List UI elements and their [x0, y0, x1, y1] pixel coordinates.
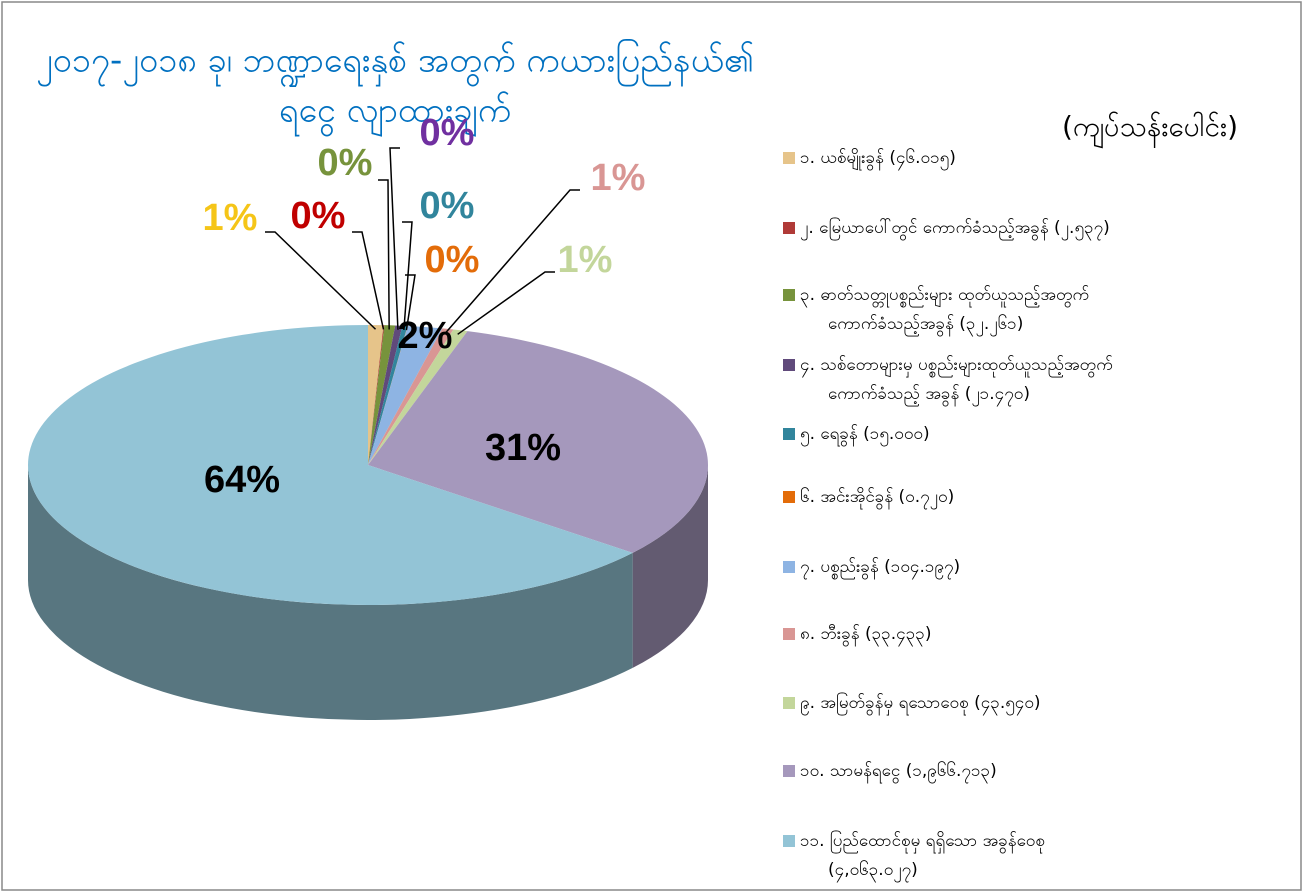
- data-label: 1%: [558, 239, 613, 281]
- slice: [368, 325, 408, 465]
- data-label: 1%: [203, 197, 258, 239]
- legend-swatch: [783, 289, 795, 301]
- slice: [368, 325, 443, 465]
- legend-swatch: [783, 835, 795, 847]
- legend-label: ၆. အင်းအိုင်ခွန် (၀.၇၂၀): [800, 486, 954, 510]
- legend-swatch: [783, 697, 795, 709]
- chart-title: ၂၀၁၇-၂၀၁၈ ခု၊ ဘဏ္ဍာရေးနှစ် အတွက် ကယားပြည…: [36, 41, 754, 87]
- data-label: 2%: [398, 315, 453, 357]
- slice: [368, 331, 709, 553]
- slice-side: [28, 465, 633, 721]
- legend-label: ၈. ဘီးခွန် (၃၃.၄၃၃): [800, 624, 931, 647]
- leader-line: [378, 179, 390, 330]
- data-label: 0%: [420, 112, 475, 154]
- data-label: 64%: [204, 459, 280, 501]
- legend-label: ၂. မြေယာပေါ်တွင် ကောက်ခံသည့်အခွန် (၂.၅၃၇…: [800, 216, 1110, 241]
- slice: [368, 329, 468, 465]
- legend-swatch: [783, 765, 795, 777]
- data-label: 0%: [291, 195, 346, 237]
- legend-swatch: [783, 152, 795, 164]
- legend-label: ၅. ရေခွန် (၁၅.၀၀၀): [800, 424, 930, 447]
- slice-side: [632, 465, 708, 668]
- slice: [368, 325, 396, 465]
- data-label: 0%: [425, 239, 480, 281]
- legend-label: ၉. အမြတ်ခွန်မှ ရသောဝေစု (၄၃.၅၄၀): [800, 691, 1041, 716]
- leader-line: [352, 231, 385, 330]
- slice: [28, 325, 633, 605]
- legend-label: (၄,၀၆၃.၀၂၇): [828, 859, 918, 883]
- legend-label: ၇. ပစ္စည်းခွန် (၁၀၄.၁၉၇): [800, 557, 960, 580]
- slice: [368, 325, 384, 465]
- chart-subtitle: (ကျပ်သန်းပေါင်း): [1062, 109, 1238, 149]
- legend-label: ၁၀. သာမန်ရငွေ (၁,၉၆၆.၇၁၃): [800, 760, 997, 784]
- data-label: 1%: [591, 157, 646, 199]
- legend-label: ကောက်ခံသည့်အခွန် (၃၂.၂၆၁): [828, 313, 1023, 337]
- legend-label: ၃. ဓာတ်သတ္တုပစ္စည်းများ ထုတ်ယူသည့်အတွက်: [800, 285, 1089, 308]
- leader-line: [402, 221, 413, 331]
- data-label: 31%: [485, 427, 561, 469]
- chart-title: ရငွေ လျာထားချက်: [279, 91, 511, 137]
- slice: [368, 325, 408, 465]
- legend-label: ကောက်ခံသည့် အခွန် (၂၁.၄၇၀): [828, 384, 1030, 407]
- legend-label: ၄. သစ်တောများမှ ပစ္စည်းများထုတ်ယူသည့်အတွ…: [800, 355, 1113, 378]
- legend-swatch: [783, 359, 795, 371]
- slice: [368, 328, 454, 465]
- leader-line: [405, 274, 416, 331]
- leader-line: [457, 271, 555, 335]
- legend-swatch: [783, 628, 795, 640]
- legend-swatch: [783, 491, 795, 503]
- legend-swatch: [783, 561, 795, 573]
- slice: [368, 325, 385, 465]
- data-label: 0%: [420, 185, 475, 227]
- slice: [368, 325, 403, 465]
- legend-swatch: [783, 428, 795, 440]
- legend-label: ၁၁. ပြည်ထောင်စုမှ ရရှိသော အခွန်ဝေစု: [800, 829, 1045, 854]
- leader-line: [265, 231, 377, 330]
- data-label: 0%: [318, 142, 373, 184]
- legend-swatch: [783, 222, 795, 234]
- leader-line: [444, 189, 580, 334]
- legend-label: ၁. ယစ်မျိုးခွန် (၄၆.၀၁၅): [800, 147, 956, 171]
- leader-line: [389, 147, 400, 330]
